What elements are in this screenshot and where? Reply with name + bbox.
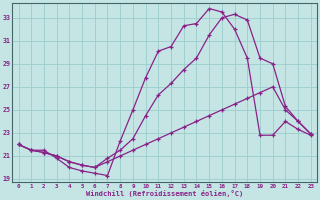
X-axis label: Windchill (Refroidissement éolien,°C): Windchill (Refroidissement éolien,°C) bbox=[86, 190, 243, 197]
